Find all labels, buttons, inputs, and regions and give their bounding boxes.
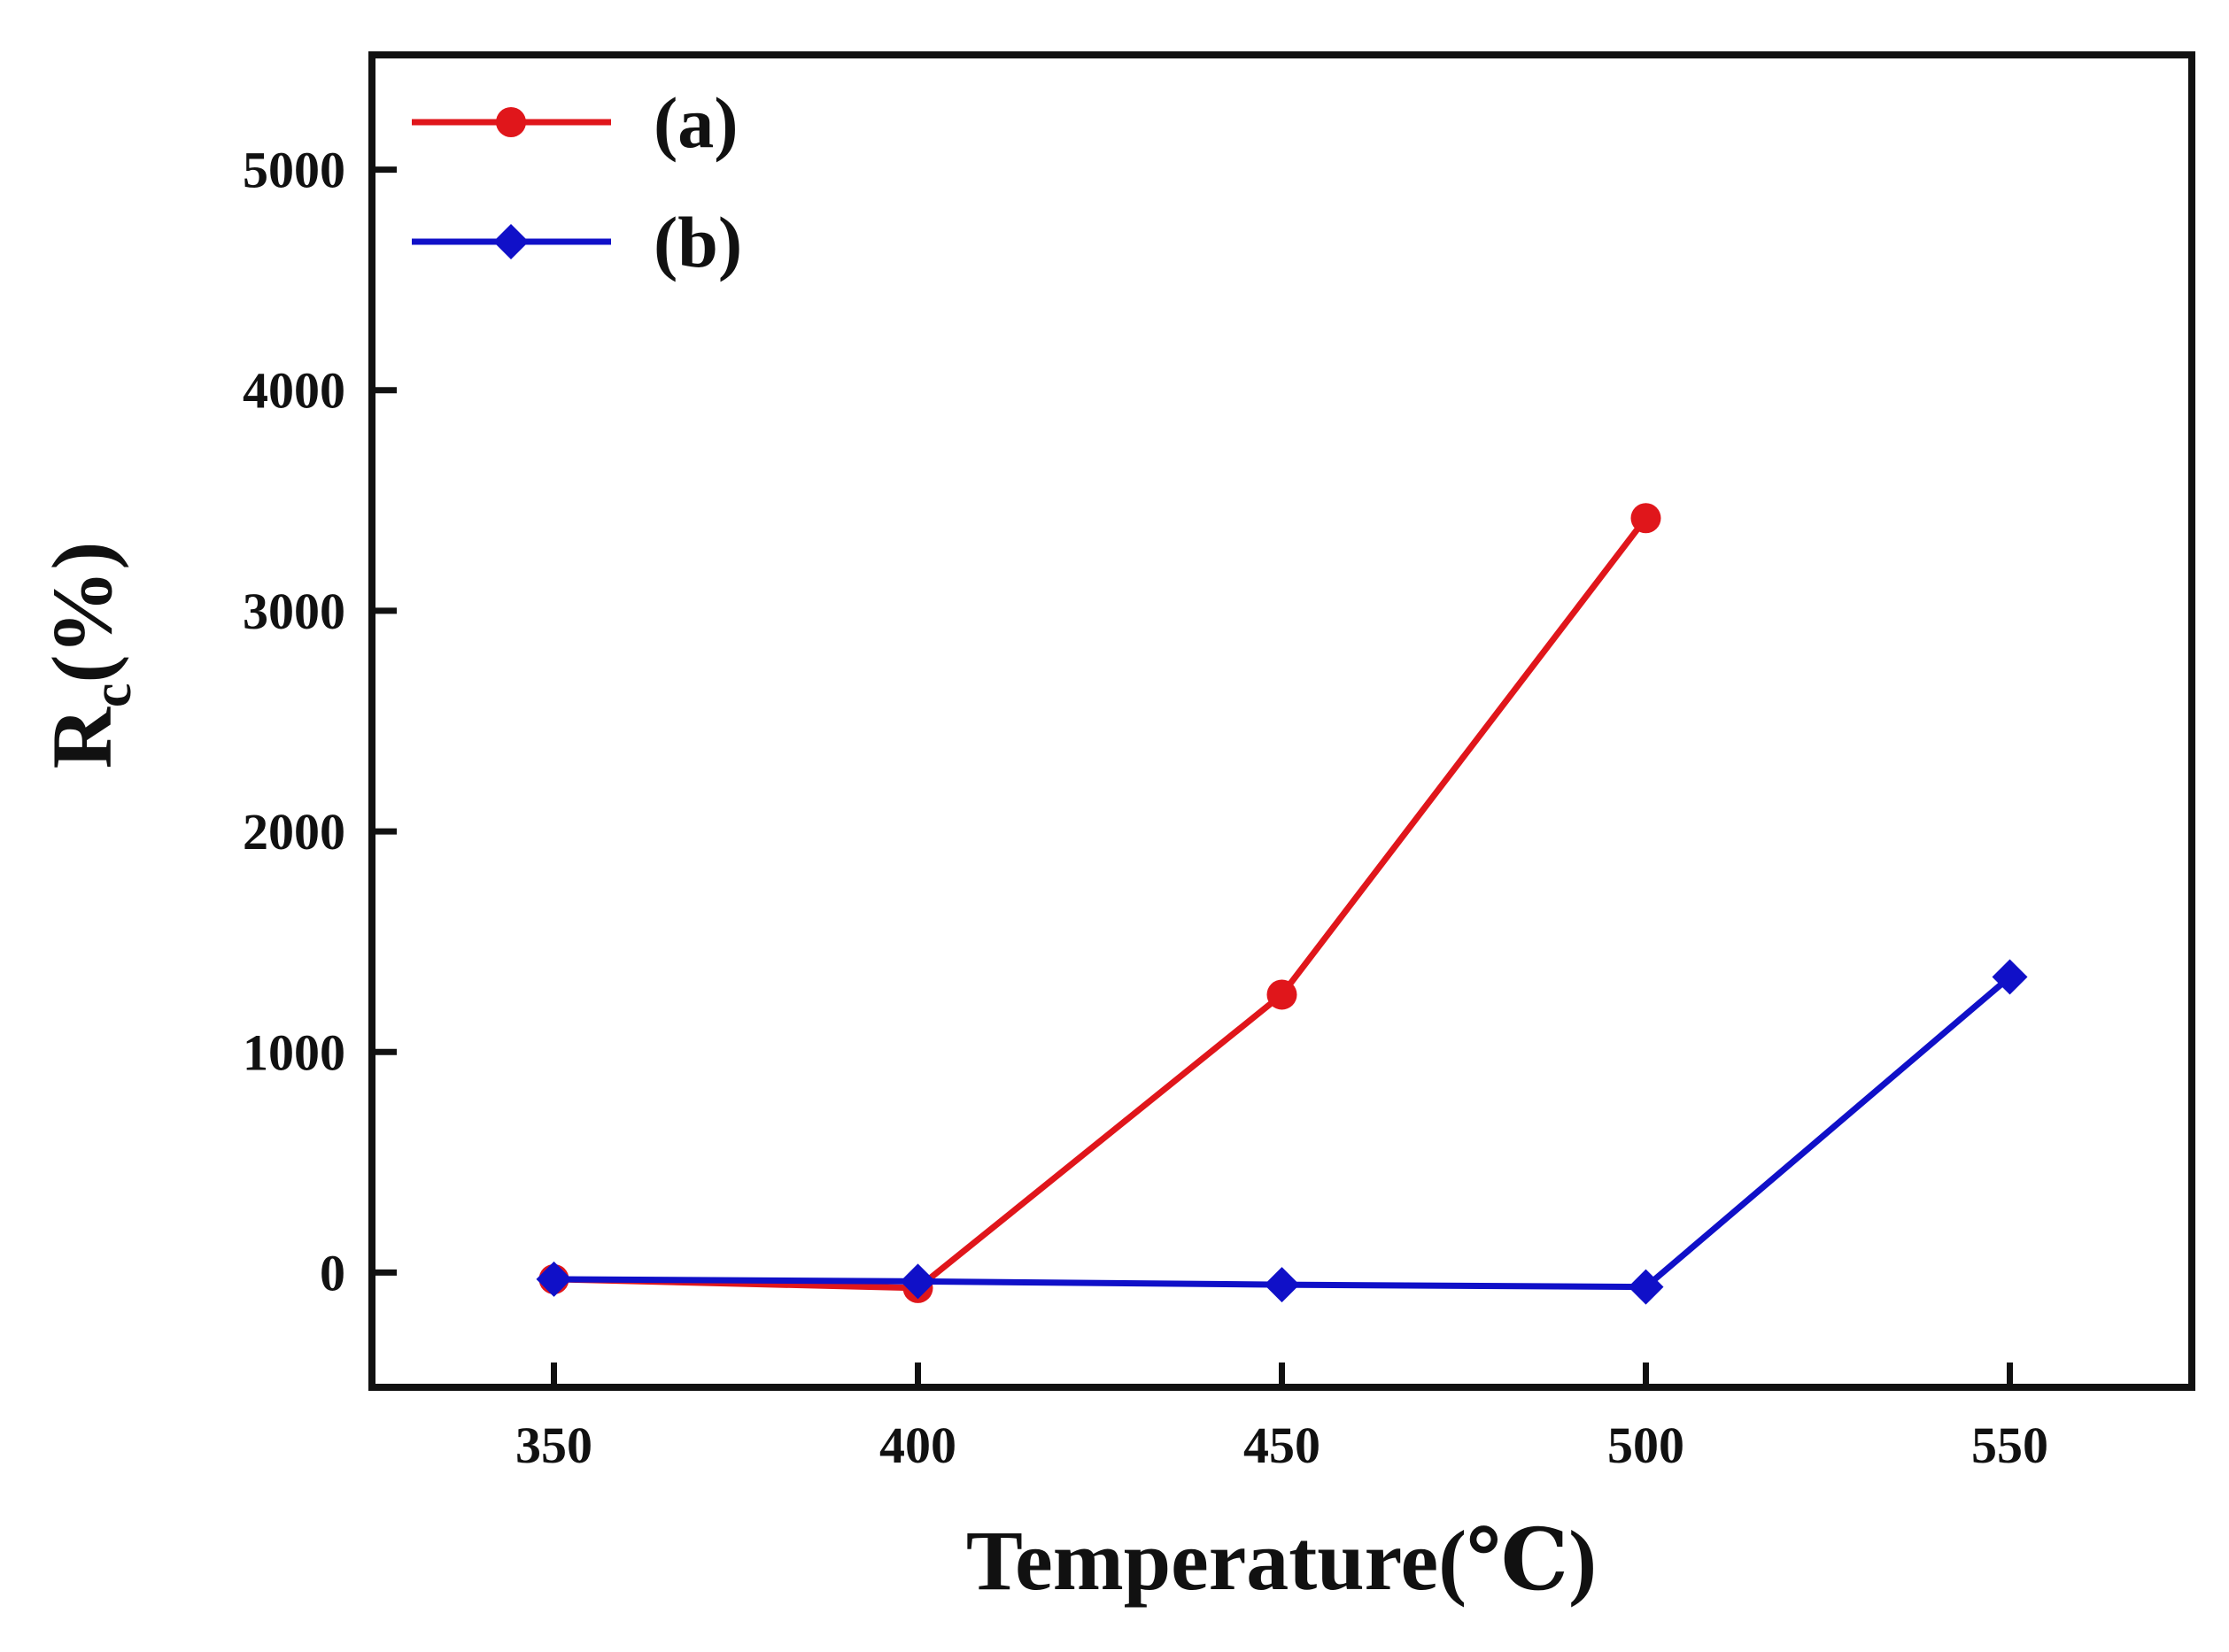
legend: (a) (b) [412, 82, 742, 282]
legend-label: (b) [654, 202, 742, 282]
y-axis-title-subscript: c [82, 683, 143, 708]
x-tick-label: 400 [879, 1417, 956, 1474]
y-tick-label: 4000 [243, 362, 345, 420]
y-tick-label: 0 [320, 1244, 345, 1301]
series-layer [536, 503, 2028, 1305]
legend-marker [496, 107, 526, 137]
y-tick-label: 5000 [243, 142, 345, 199]
series-b [536, 959, 2028, 1305]
y-tick-label: 3000 [243, 583, 345, 640]
series-line [553, 516, 1649, 1292]
data-point [536, 1261, 572, 1297]
series-line [553, 974, 2012, 1291]
data-point [900, 1263, 936, 1300]
legend-marker [493, 224, 529, 259]
data-point [1630, 503, 1661, 534]
legend-label: (a) [654, 82, 739, 163]
y-axis-title-suffix: (%) [35, 542, 129, 683]
y-axis: 0 1000 2000 3000 4000 5000 [243, 142, 397, 1301]
y-axis-title: Rc(%) [35, 542, 143, 769]
data-point [1628, 1269, 1664, 1305]
data-point [1266, 979, 1297, 1010]
y-tick-label: 2000 [243, 803, 345, 861]
x-tick-label: 500 [1607, 1417, 1684, 1474]
y-tick-label: 1000 [243, 1023, 345, 1081]
y-axis-title-main: R [35, 706, 129, 768]
x-tick-label: 350 [515, 1417, 592, 1474]
legend-item: (b) [412, 202, 742, 282]
data-point [1992, 959, 2028, 995]
x-tick-label: 450 [1243, 1417, 1320, 1474]
x-axis-title: Temperature(℃) [966, 1513, 1597, 1608]
data-point [1264, 1267, 1300, 1303]
series-a [538, 503, 1661, 1303]
legend-item: (a) [412, 82, 739, 163]
plot-frame [368, 51, 2195, 1391]
x-axis: 350 400 450 500 550 [515, 1363, 2048, 1474]
x-tick-label: 550 [1971, 1417, 2048, 1474]
